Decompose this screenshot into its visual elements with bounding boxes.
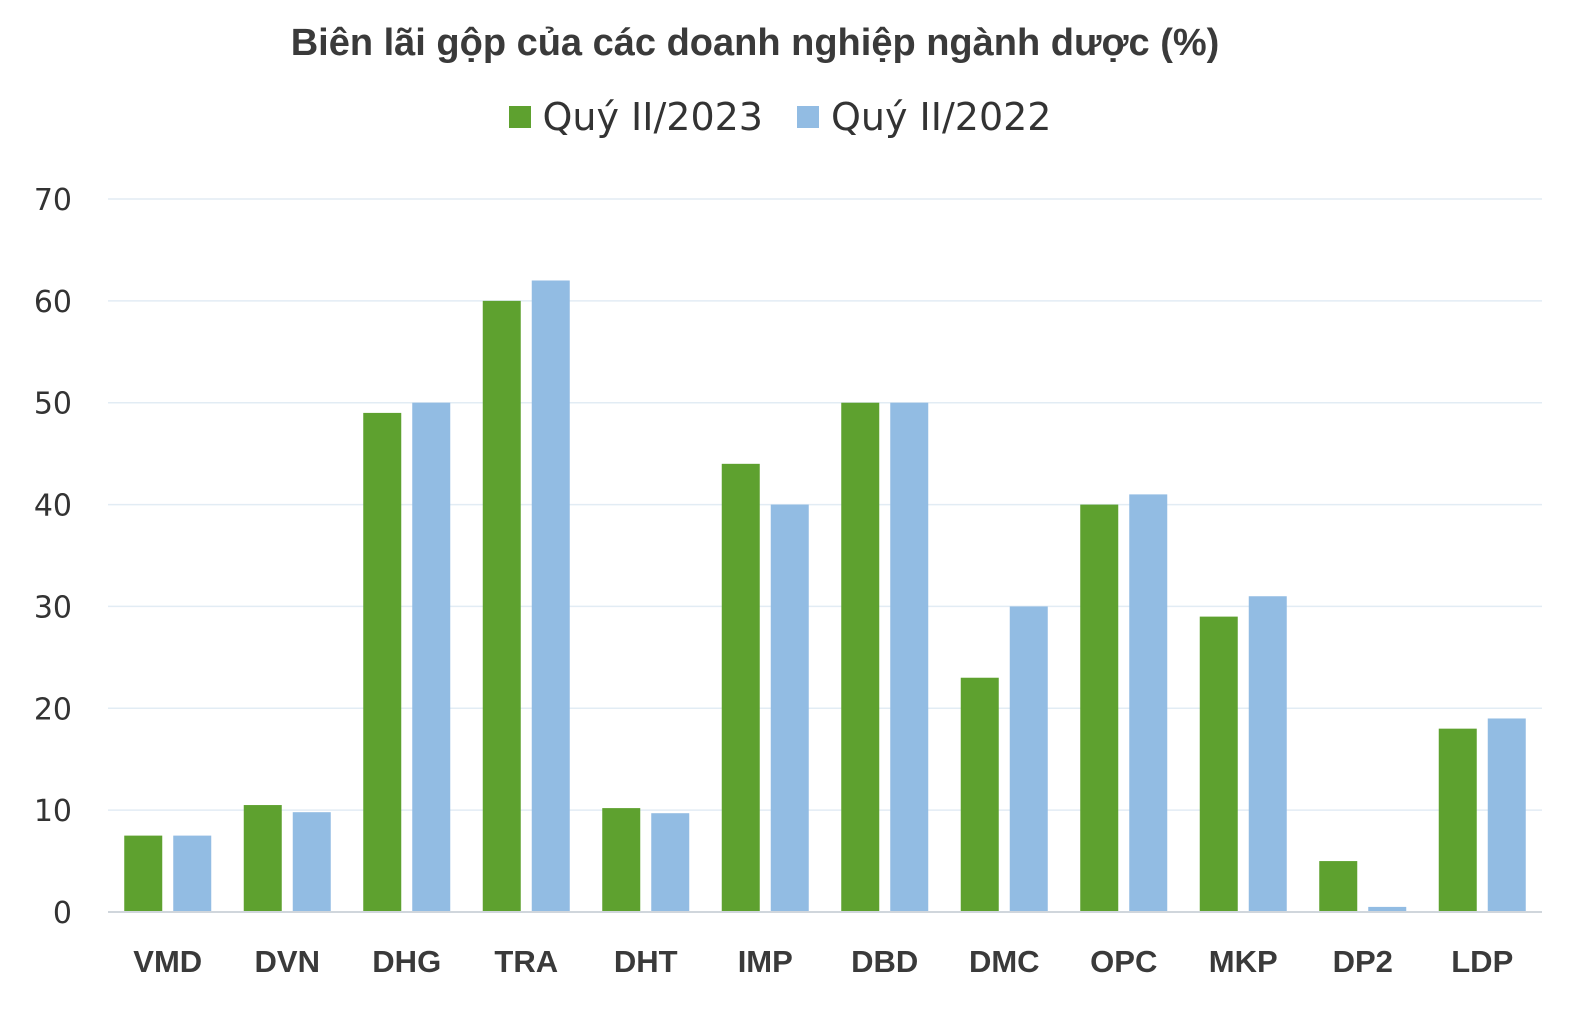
x-tick-label-tra: TRA (494, 944, 558, 979)
bar-dht-series-2 (651, 813, 690, 912)
legend-item-series-1: Quý II/2023 (508, 95, 764, 139)
x-tick-label-mkp: MKP (1209, 944, 1278, 979)
y-tick-label: 30 (34, 590, 72, 625)
bar-mkp-series-1 (1199, 616, 1238, 912)
bar-dmc-series-1 (960, 677, 999, 912)
x-tick-label-dmc: DMC (969, 944, 1040, 979)
y-tick-label: 0 (53, 896, 72, 931)
x-tick-label-dhg: DHG (372, 944, 441, 979)
bar-ldp-series-2 (1487, 718, 1526, 912)
y-tick-label: 10 (34, 794, 72, 829)
bar-opc-series-1 (1080, 504, 1119, 912)
y-tick-label: 40 (34, 489, 72, 524)
bar-opc-series-2 (1129, 494, 1168, 912)
legend-swatch-series-1 (508, 106, 531, 128)
y-tick-label: 20 (34, 692, 72, 727)
x-tick-label-dbd: DBD (851, 944, 918, 979)
bar-dmc-series-2 (1009, 606, 1048, 912)
x-tick-label-dp2: DP2 (1333, 944, 1393, 979)
bar-dhg-series-2 (412, 402, 451, 912)
bar-dvn-series-1 (243, 805, 282, 912)
x-tick-label-imp: IMP (738, 944, 793, 979)
y-tick-label: 60 (34, 285, 72, 320)
bar-dht-series-1 (602, 808, 641, 912)
legend-label-series-1: Quý II/2023 (542, 95, 764, 139)
x-tick-label-ldp: LDP (1451, 944, 1513, 979)
bar-imp-series-2 (770, 504, 809, 912)
chart-title: Biên lãi gộp của các doanh nghiệp ngành … (290, 22, 1220, 64)
y-tick-label: 70 (34, 183, 72, 218)
x-tick-label-dvn: DVN (255, 944, 320, 979)
bar-dp2-series-2 (1368, 906, 1407, 912)
legend: Quý II/2023 Quý II/2022 (0, 95, 1560, 139)
bar-vmd-series-1 (124, 835, 163, 912)
x-tick-label-dht: DHT (614, 944, 678, 979)
legend-label-series-2: Quý II/2022 (831, 95, 1052, 139)
bar-vmd-series-2 (173, 835, 212, 912)
bar-dbd-series-1 (841, 402, 880, 912)
bar-imp-series-1 (721, 463, 760, 912)
bar-dvn-series-2 (292, 812, 331, 912)
legend-item-series-2: Quý II/2022 (797, 95, 1052, 139)
bar-dhg-series-1 (363, 412, 402, 912)
bar-dbd-series-2 (890, 402, 929, 912)
bar-tra-series-1 (482, 300, 521, 912)
bar-dp2-series-1 (1319, 861, 1358, 912)
x-tick-label-vmd: VMD (133, 944, 202, 979)
bar-tra-series-2 (531, 280, 570, 912)
bar-ldp-series-1 (1438, 728, 1477, 912)
y-tick-label: 50 (34, 387, 72, 422)
bar-mkp-series-2 (1248, 596, 1287, 912)
legend-swatch-series-2 (797, 106, 819, 128)
x-tick-label-opc: OPC (1090, 944, 1157, 979)
